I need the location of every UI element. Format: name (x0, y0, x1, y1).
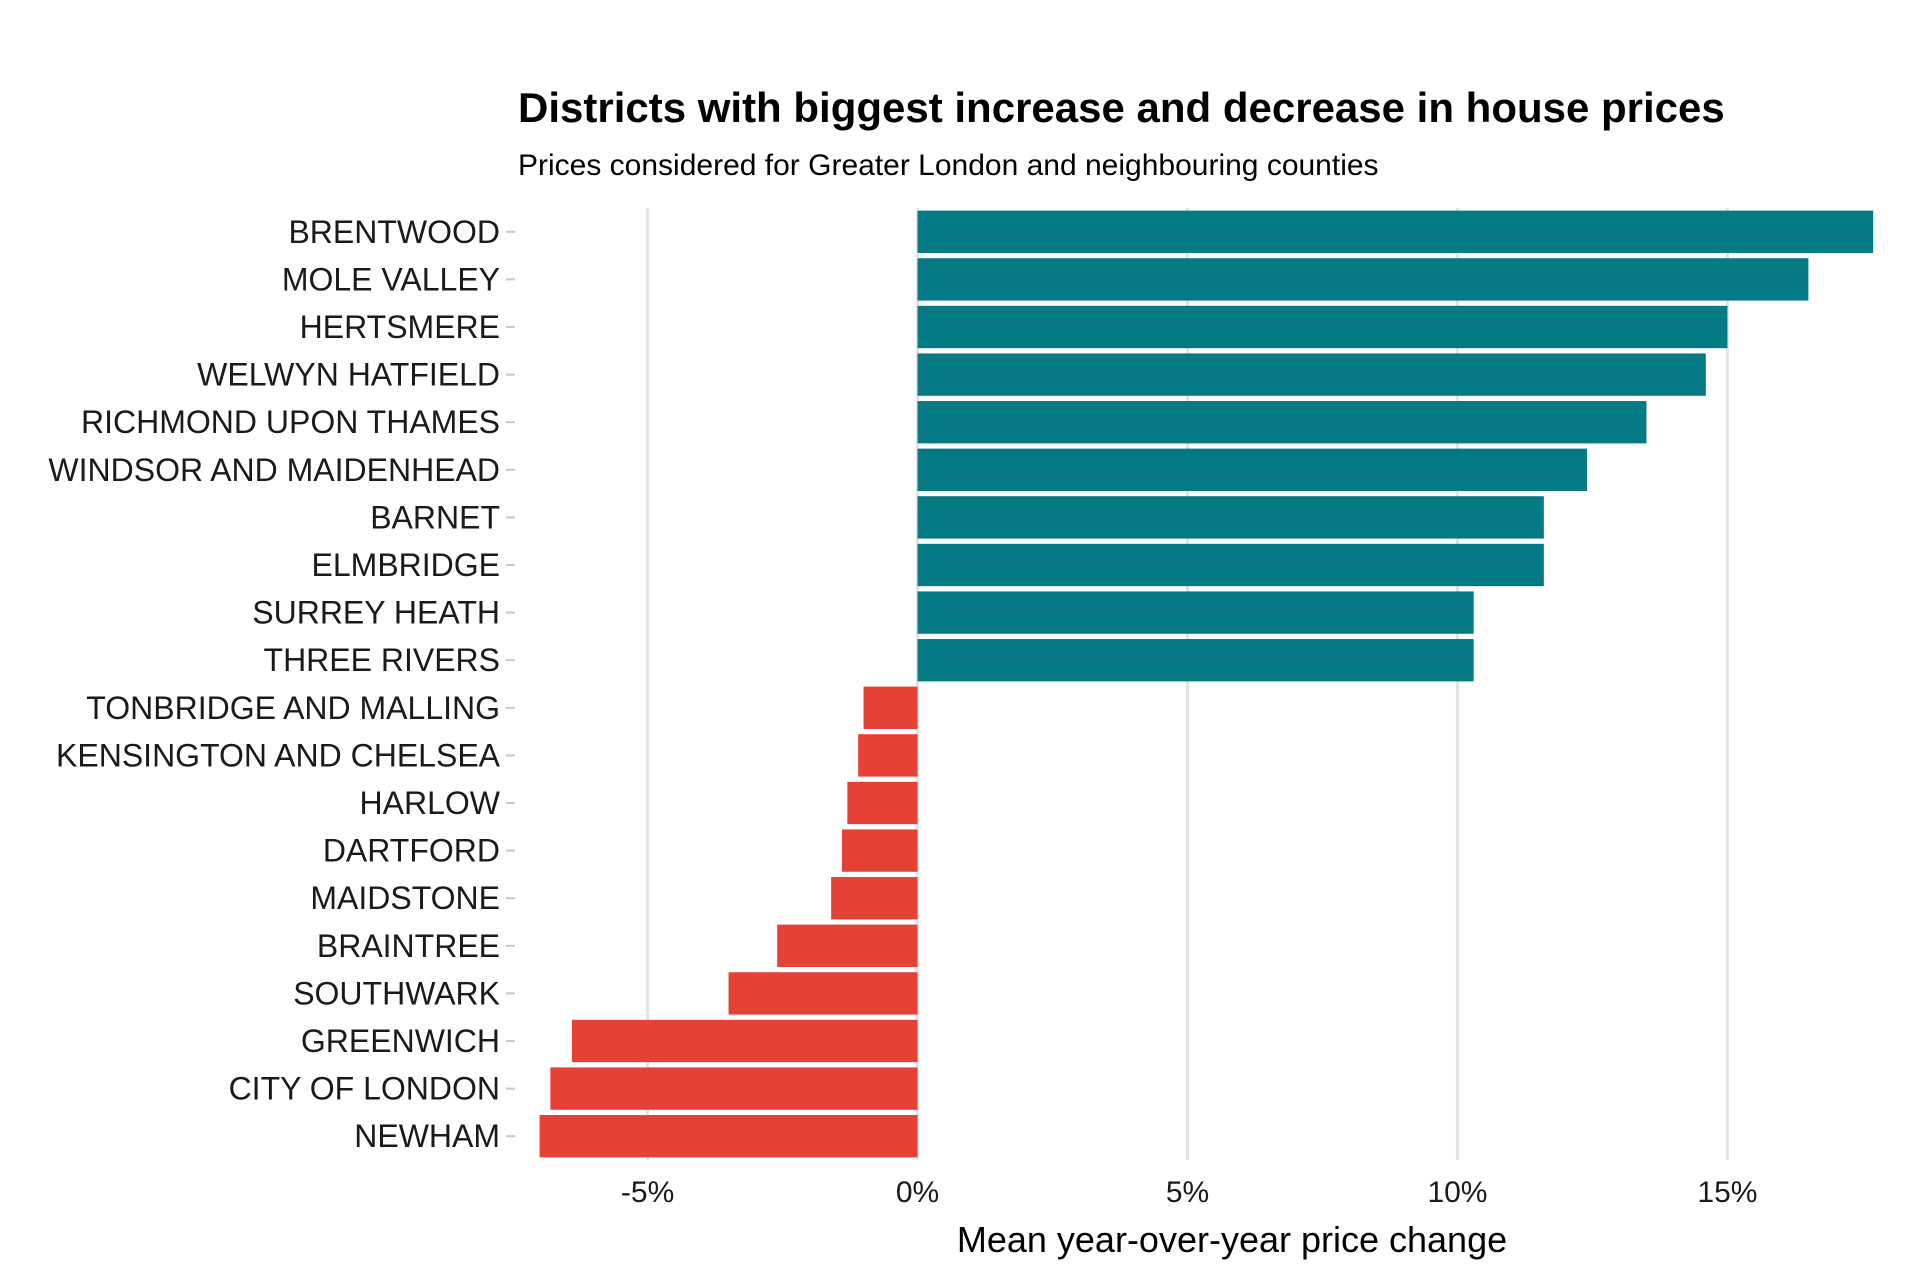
bar (917, 401, 1647, 444)
x-tick-label: 0% (896, 1176, 939, 1209)
bar (831, 877, 918, 920)
category-label: SURREY HEATH (252, 595, 500, 631)
category-label: THREE RIVERS (264, 642, 500, 678)
x-tick-label: 10% (1427, 1176, 1487, 1209)
category-label: MAIDSTONE (310, 880, 500, 916)
category-label: HARLOW (360, 785, 501, 821)
category-label: BRAINTREE (317, 928, 500, 964)
bar (571, 1019, 918, 1063)
category-label: BARNET (370, 499, 500, 535)
bar (550, 1067, 918, 1110)
bar (917, 591, 1474, 634)
category-label: BRENTWOOD (288, 214, 500, 250)
bar (863, 686, 918, 729)
x-tick-label: 5% (1166, 1176, 1209, 1209)
category-label: RICHMOND UPON THAMES (81, 404, 500, 440)
bar (917, 353, 1706, 396)
category-label: WELWYN HATFIELD (197, 357, 500, 393)
bar (917, 639, 1474, 682)
x-tick-label: 15% (1697, 1176, 1757, 1209)
bar (917, 210, 1874, 253)
bar (917, 448, 1588, 491)
category-label: ELMBRIDGE (312, 547, 500, 583)
grid-layer (646, 208, 1729, 1160)
category-label: KENSINGTON AND CHELSEA (56, 737, 501, 773)
category-label: MOLE VALLEY (282, 261, 500, 297)
bar (917, 543, 1544, 587)
bar (917, 496, 1544, 539)
category-label: CITY OF LONDON (229, 1071, 500, 1107)
category-axis: BRENTWOOD MOLE VALLEY HERTSMERE WELWYN HATF… (48, 214, 515, 1154)
category-label: GREENWICH (301, 1023, 500, 1059)
bar (847, 781, 918, 825)
chart-subtitle: Prices considered for Greater London and… (518, 149, 1379, 182)
category-label: HERTSMERE (300, 309, 500, 345)
bar (917, 258, 1809, 301)
x-axis-title: Mean year-over-year price change (957, 1219, 1507, 1260)
bar-layer (539, 210, 1874, 1158)
bar (777, 924, 918, 967)
bar (841, 829, 918, 872)
x-tick-label: -5% (621, 1176, 674, 1209)
category-label: NEWHAM (354, 1118, 500, 1154)
category-label: SOUTHWARK (293, 975, 500, 1011)
bar (728, 972, 918, 1015)
bar (858, 734, 918, 777)
category-label: DARTFORD (323, 833, 500, 869)
category-label: TONBRIDGE AND MALLING (86, 690, 500, 726)
value-axis: -5% 0% 5% 10% 15% (621, 1176, 1758, 1209)
bar (539, 1115, 918, 1158)
category-label: WINDSOR AND MAIDENHEAD (48, 452, 500, 488)
chart-title: Districts with biggest increase and decr… (518, 84, 1725, 131)
bar (917, 305, 1728, 349)
